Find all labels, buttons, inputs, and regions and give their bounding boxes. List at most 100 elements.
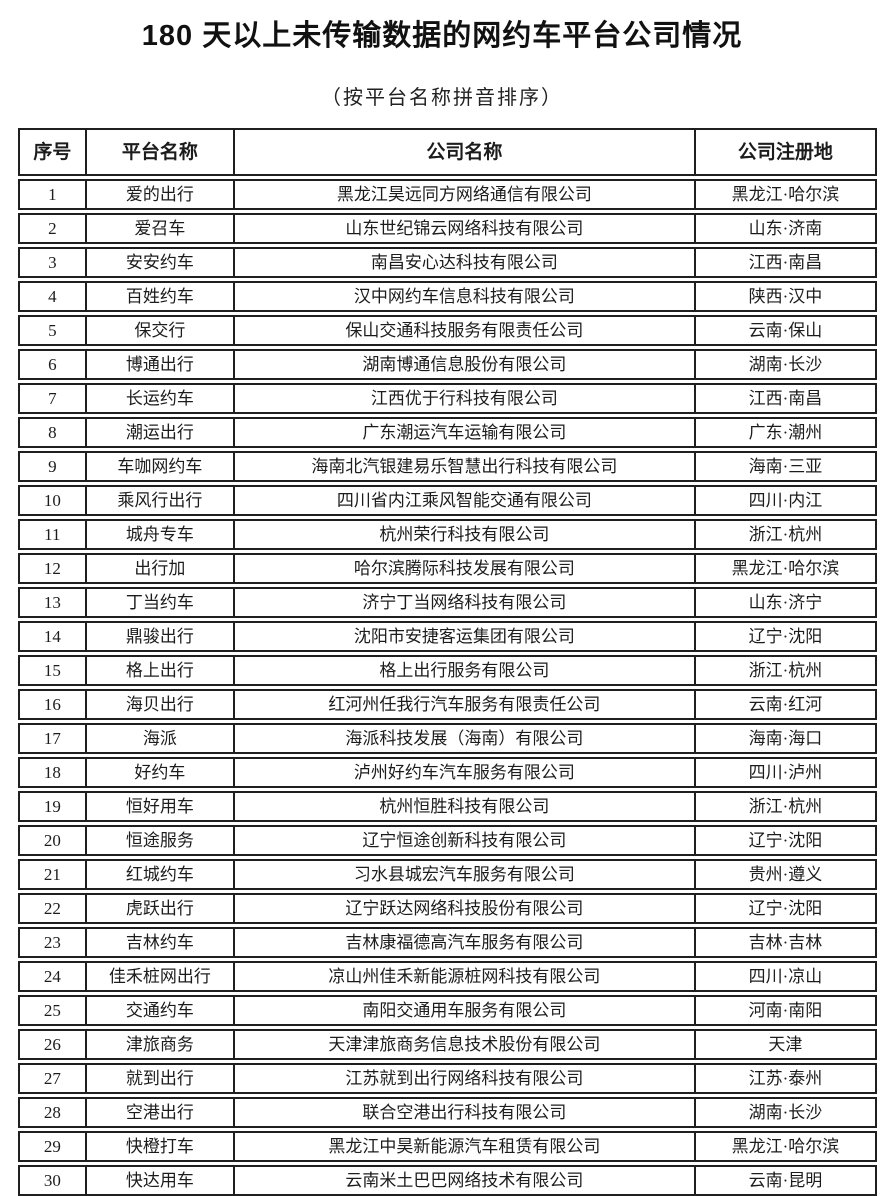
cell-company: 天津津旅商务信息技术股份有限公司 [232, 1031, 694, 1058]
cell-platform: 安安约车 [84, 249, 233, 276]
cell-index: 25 [43, 1001, 61, 1020]
cell-location: 山东·济南 [693, 215, 875, 242]
data-table: 序号 平台名称 公司名称 公司注册地 1 爱的出行 黑龙江昊远同方网络通信有限公… [18, 128, 877, 1196]
cell-platform: 快达用车 [84, 1167, 233, 1194]
table-row: 25 交通约车 南阳交通用车服务有限公司 河南·南阳 [18, 995, 877, 1026]
cell-index: 12 [43, 559, 61, 578]
cell-company: 江苏就到出行网络科技有限公司 [232, 1065, 694, 1092]
cell-index: 1 [48, 185, 57, 204]
table-row: 21 红城约车 习水县城宏汽车服务有限公司 贵州·遵义 [18, 859, 877, 890]
cell-platform: 津旅商务 [84, 1031, 233, 1058]
table-row: 3 安安约车 南昌安心达科技有限公司 江西·南昌 [18, 247, 877, 278]
table-row: 16 海贝出行 红河州任我行汽车服务有限责任公司 云南·红河 [18, 689, 877, 720]
header-cell-company: 公司名称 [232, 130, 694, 174]
cell-location: 河南·南阳 [693, 997, 875, 1024]
cell-platform: 丁当约车 [84, 589, 233, 616]
cell-index: 14 [43, 627, 61, 646]
cell-index: 27 [43, 1069, 61, 1088]
cell-index: 7 [48, 389, 57, 408]
table-row: 28 空港出行 联合空港出行科技有限公司 湖南·长沙 [18, 1097, 877, 1128]
cell-platform: 出行加 [84, 555, 233, 582]
header-cell-index: 序号 [33, 141, 72, 163]
table-row: 17 海派 海派科技发展（海南）有限公司 海南·海口 [18, 723, 877, 754]
cell-platform: 吉林约车 [84, 929, 233, 956]
cell-index: 10 [43, 491, 61, 510]
cell-company: 黑龙江中昊新能源汽车租赁有限公司 [232, 1133, 694, 1160]
cell-location: 山东·济宁 [693, 589, 875, 616]
cell-company: 云南米土巴巴网络技术有限公司 [232, 1167, 694, 1194]
header-cell-platform: 平台名称 [84, 130, 233, 174]
cell-platform: 海派 [84, 725, 233, 752]
cell-index: 5 [48, 321, 57, 340]
cell-platform: 保交行 [84, 317, 233, 344]
cell-company: 广东潮运汽车运输有限公司 [232, 419, 694, 446]
table-row: 12 出行加 哈尔滨腾际科技发展有限公司 黑龙江·哈尔滨 [18, 553, 877, 584]
cell-platform: 红城约车 [84, 861, 233, 888]
cell-platform: 爱的出行 [84, 181, 233, 208]
cell-company: 凉山州佳禾新能源桩网科技有限公司 [232, 963, 694, 990]
table-row: 30 快达用车 云南米土巴巴网络技术有限公司 云南·昆明 [18, 1165, 877, 1196]
cell-index: 26 [43, 1035, 61, 1054]
cell-location: 湖南·长沙 [693, 351, 875, 378]
cell-location: 辽宁·沈阳 [693, 827, 875, 854]
cell-location: 江西·南昌 [693, 249, 875, 276]
cell-company: 海派科技发展（海南）有限公司 [232, 725, 694, 752]
cell-company: 山东世纪锦云网络科技有限公司 [232, 215, 694, 242]
cell-index: 29 [43, 1137, 61, 1156]
cell-location: 陕西·汉中 [693, 283, 875, 310]
cell-location: 江西·南昌 [693, 385, 875, 412]
cell-company: 南阳交通用车服务有限公司 [232, 997, 694, 1024]
cell-index: 15 [43, 661, 61, 680]
table-row: 23 吉林约车 吉林康福德高汽车服务有限公司 吉林·吉林 [18, 927, 877, 958]
cell-index: 9 [48, 457, 57, 476]
cell-platform: 城舟专车 [84, 521, 233, 548]
cell-company: 哈尔滨腾际科技发展有限公司 [232, 555, 694, 582]
cell-company: 辽宁跃达网络科技股份有限公司 [232, 895, 694, 922]
cell-location: 黑龙江·哈尔滨 [693, 555, 875, 582]
cell-index: 18 [43, 763, 61, 782]
cell-platform: 虎跃出行 [84, 895, 233, 922]
cell-platform: 博通出行 [84, 351, 233, 378]
cell-company: 湖南博通信息股份有限公司 [232, 351, 694, 378]
table-row: 2 爱召车 山东世纪锦云网络科技有限公司 山东·济南 [18, 213, 877, 244]
cell-platform: 好约车 [84, 759, 233, 786]
cell-location: 贵州·遵义 [693, 861, 875, 888]
cell-company: 吉林康福德高汽车服务有限公司 [232, 929, 694, 956]
cell-platform: 空港出行 [84, 1099, 233, 1126]
cell-company: 格上出行服务有限公司 [232, 657, 694, 684]
table-row: 1 爱的出行 黑龙江昊远同方网络通信有限公司 黑龙江·哈尔滨 [18, 179, 877, 210]
table-row: 7 长运约车 江西优于行科技有限公司 江西·南昌 [18, 383, 877, 414]
cell-company: 海南北汽银建易乐智慧出行科技有限公司 [232, 453, 694, 480]
header-cell-location: 公司注册地 [693, 130, 875, 174]
table-row: 8 潮运出行 广东潮运汽车运输有限公司 广东·潮州 [18, 417, 877, 448]
cell-platform: 佳禾桩网出行 [84, 963, 233, 990]
cell-location: 四川·凉山 [693, 963, 875, 990]
cell-index: 24 [43, 967, 61, 986]
cell-company: 保山交通科技服务有限责任公司 [232, 317, 694, 344]
cell-platform: 海贝出行 [84, 691, 233, 718]
cell-location: 四川·内江 [693, 487, 875, 514]
cell-company: 杭州荣行科技有限公司 [232, 521, 694, 548]
cell-platform: 潮运出行 [84, 419, 233, 446]
cell-platform: 爱召车 [84, 215, 233, 242]
cell-index: 11 [44, 525, 61, 544]
cell-location: 江苏·泰州 [693, 1065, 875, 1092]
cell-index: 20 [43, 831, 61, 850]
cell-company: 四川省内江乘风智能交通有限公司 [232, 487, 694, 514]
cell-location: 浙江·杭州 [693, 793, 875, 820]
table-header-row: 序号 平台名称 公司名称 公司注册地 [18, 128, 877, 176]
table-row: 6 博通出行 湖南博通信息股份有限公司 湖南·长沙 [18, 349, 877, 380]
table-row: 27 就到出行 江苏就到出行网络科技有限公司 江苏·泰州 [18, 1063, 877, 1094]
table-row: 26 津旅商务 天津津旅商务信息技术股份有限公司 天津 [18, 1029, 877, 1060]
cell-location: 海南·三亚 [693, 453, 875, 480]
table-row: 22 虎跃出行 辽宁跃达网络科技股份有限公司 辽宁·沈阳 [18, 893, 877, 924]
table-row: 9 车咖网约车 海南北汽银建易乐智慧出行科技有限公司 海南·三亚 [18, 451, 877, 482]
table-row: 20 恒途服务 辽宁恒途创新科技有限公司 辽宁·沈阳 [18, 825, 877, 856]
table-row: 4 百姓约车 汉中网约车信息科技有限公司 陕西·汉中 [18, 281, 877, 312]
cell-location: 浙江·杭州 [693, 657, 875, 684]
cell-platform: 恒好用车 [84, 793, 233, 820]
cell-index: 21 [43, 865, 61, 884]
cell-company: 汉中网约车信息科技有限公司 [232, 283, 694, 310]
table-row: 5 保交行 保山交通科技服务有限责任公司 云南·保山 [18, 315, 877, 346]
